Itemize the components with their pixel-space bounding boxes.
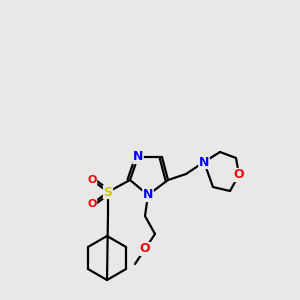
Text: N: N — [143, 188, 153, 202]
Text: O: O — [87, 175, 97, 185]
Text: N: N — [133, 151, 143, 164]
Text: S: S — [103, 185, 112, 199]
Text: O: O — [140, 242, 150, 256]
Text: O: O — [234, 169, 244, 182]
Text: O: O — [87, 199, 97, 209]
Text: N: N — [199, 155, 209, 169]
